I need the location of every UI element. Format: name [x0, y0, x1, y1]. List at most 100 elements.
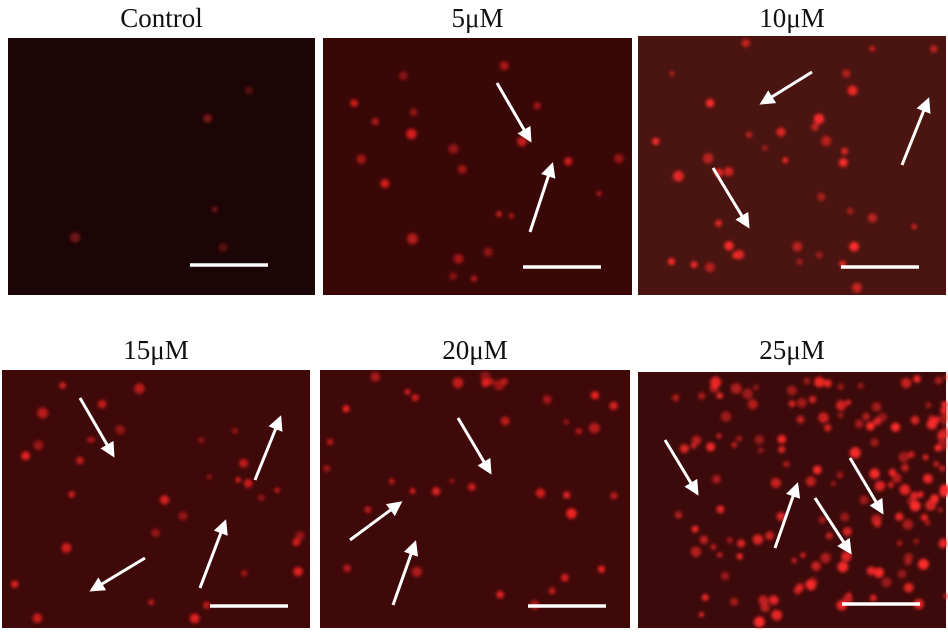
cell [380, 179, 390, 188]
cell [652, 137, 660, 146]
cell [940, 537, 947, 544]
cell [76, 456, 84, 465]
cell [535, 488, 546, 498]
cell [758, 595, 769, 606]
cell [820, 552, 831, 564]
cell [21, 451, 31, 461]
cell [754, 616, 765, 628]
cell [898, 451, 910, 463]
cell [517, 136, 527, 147]
cell [778, 446, 786, 454]
cell [610, 492, 618, 500]
cell [930, 494, 940, 504]
panel-label: 20μM [442, 335, 507, 365]
cell [904, 558, 912, 566]
cell [467, 483, 476, 491]
cell [788, 400, 796, 408]
panel [638, 372, 948, 628]
cell [724, 241, 734, 251]
cell [702, 153, 714, 164]
cell [736, 435, 743, 442]
cells [323, 371, 618, 610]
arrow [253, 415, 283, 481]
arrow [198, 519, 228, 589]
cell [846, 207, 854, 215]
cell [134, 383, 145, 394]
cell [563, 491, 571, 499]
cell [115, 425, 125, 435]
cell [407, 233, 418, 245]
cell [796, 397, 807, 408]
cell [548, 587, 556, 595]
cell [667, 258, 675, 266]
cell [596, 191, 602, 197]
cell [232, 427, 238, 434]
cell [453, 253, 464, 264]
arrow [900, 97, 931, 166]
micrograph [323, 38, 632, 295]
panel [638, 36, 946, 295]
cell [575, 428, 582, 435]
cell [805, 476, 816, 487]
cell [741, 38, 751, 48]
cell [765, 531, 774, 540]
cell [936, 430, 945, 439]
cell [757, 447, 764, 454]
cell [198, 437, 205, 444]
cell [923, 473, 934, 485]
cell [701, 594, 709, 601]
cell [457, 164, 467, 174]
cell [326, 438, 334, 446]
cell [32, 613, 43, 624]
cell [808, 395, 817, 404]
cell [470, 275, 477, 282]
cell [211, 206, 218, 213]
cell [838, 158, 848, 167]
cell [933, 461, 940, 468]
cell [907, 451, 915, 458]
cell [762, 145, 768, 151]
cell [859, 495, 869, 505]
cell [796, 415, 805, 424]
cell [717, 552, 723, 558]
cell [909, 500, 921, 512]
cell [896, 540, 903, 546]
cell [97, 399, 107, 409]
cell [901, 463, 909, 472]
cell [911, 224, 917, 230]
cell [852, 282, 862, 293]
cell [786, 385, 797, 396]
cell [449, 272, 457, 280]
cell [920, 513, 928, 522]
cells [672, 374, 948, 628]
cell [673, 170, 684, 182]
arrow [89, 556, 146, 592]
cell [698, 392, 706, 400]
cell [452, 377, 464, 389]
cell [411, 394, 419, 402]
cell [409, 108, 418, 117]
cell [614, 153, 624, 164]
cell [672, 394, 680, 402]
cell [777, 434, 787, 444]
cell [411, 566, 423, 577]
cell [160, 495, 170, 505]
cell [813, 465, 822, 475]
cell [597, 565, 605, 573]
cell [723, 166, 734, 177]
cell [857, 382, 864, 389]
panel-label: 25μM [759, 335, 824, 365]
cell [239, 458, 249, 468]
cell [716, 433, 722, 439]
cell [782, 157, 789, 164]
cell [941, 401, 948, 408]
cell [533, 102, 541, 110]
cell [70, 232, 81, 243]
cell [496, 211, 502, 217]
cell [218, 242, 228, 253]
cell [943, 593, 948, 599]
cell [68, 491, 75, 498]
cell [841, 147, 849, 155]
cell [847, 85, 858, 96]
